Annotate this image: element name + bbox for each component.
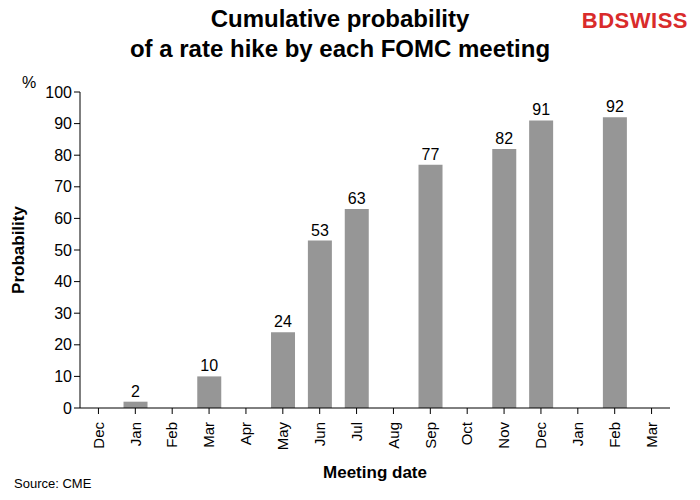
html-text:Cumulative probability: Cumulative probability bbox=[210, 5, 470, 32]
svg-text:70: 70 bbox=[54, 178, 72, 195]
svg-text:Feb: Feb bbox=[606, 422, 623, 448]
svg-text:Dec: Dec bbox=[532, 422, 549, 449]
svg-text:40: 40 bbox=[54, 273, 72, 290]
svg-text:82: 82 bbox=[495, 130, 513, 147]
svg-text:Nov: Nov bbox=[495, 422, 512, 449]
svg-text:10: 10 bbox=[54, 368, 72, 385]
html-text:BDSWISS: BDSWISS bbox=[581, 8, 688, 33]
svg-text:Sep: Sep bbox=[422, 422, 439, 449]
svg-text:30: 30 bbox=[54, 305, 72, 322]
svg-text:24: 24 bbox=[274, 313, 292, 330]
svg-text:100: 100 bbox=[45, 84, 72, 101]
svg-text:Mar: Mar bbox=[200, 422, 217, 448]
svg-text:63: 63 bbox=[348, 190, 366, 207]
svg-text:91: 91 bbox=[532, 101, 550, 118]
html-text:Source: CME: Source: CME bbox=[14, 476, 92, 491]
svg-text:Mar: Mar bbox=[643, 422, 660, 448]
svg-text:Jan: Jan bbox=[569, 422, 586, 446]
svg-text:Oct: Oct bbox=[458, 421, 475, 445]
svg-text:77: 77 bbox=[422, 146, 440, 163]
svg-text:10: 10 bbox=[200, 357, 218, 374]
svg-text:Aug: Aug bbox=[385, 422, 402, 449]
svg-text:90: 90 bbox=[54, 115, 72, 132]
svg-text:60: 60 bbox=[54, 210, 72, 227]
svg-text:Dec: Dec bbox=[90, 422, 107, 449]
svg-text:Jul: Jul bbox=[348, 422, 365, 441]
svg-text:Jun: Jun bbox=[311, 422, 328, 446]
svg-text:80: 80 bbox=[54, 147, 72, 164]
svg-text:Jan: Jan bbox=[127, 422, 144, 446]
svg-text:0: 0 bbox=[63, 400, 72, 417]
svg-text:May: May bbox=[274, 422, 291, 451]
svg-text:Apr: Apr bbox=[237, 422, 254, 445]
svg-text:50: 50 bbox=[54, 242, 72, 259]
svg-text:53: 53 bbox=[311, 222, 329, 239]
svg-text:92: 92 bbox=[606, 98, 624, 115]
svg-text:Probability: Probability bbox=[9, 206, 28, 294]
svg-text:2: 2 bbox=[131, 383, 140, 400]
svg-text:Meeting date: Meeting date bbox=[323, 463, 427, 482]
html-text:of a rate hike by each FOMC me: of a rate hike by each FOMC meeting bbox=[129, 35, 550, 62]
svg-text:20: 20 bbox=[54, 336, 72, 353]
svg-text:Feb: Feb bbox=[163, 422, 180, 448]
